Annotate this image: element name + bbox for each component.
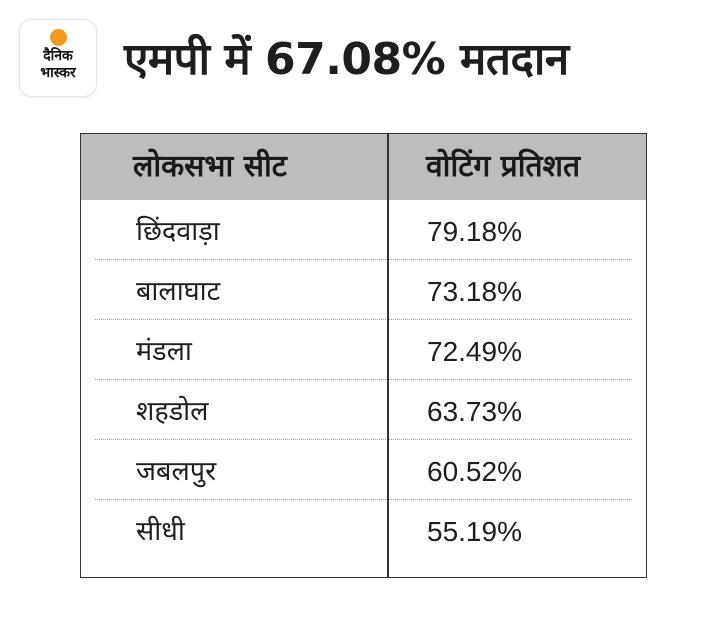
column-header-seat: लोकसभा सीट <box>133 149 287 184</box>
table-row: छिंदवाड़ा 79.18% <box>81 200 646 260</box>
seat-name: मंडला <box>136 336 192 367</box>
row-separator <box>95 499 632 500</box>
seat-name: बालाघाट <box>136 276 221 307</box>
table-header: लोकसभा सीट वोटिंग प्रतिशत <box>81 134 646 200</box>
column-divider <box>387 134 389 577</box>
voting-percent: 72.49% <box>427 336 522 367</box>
brand-logo: दैनिक भास्कर <box>20 20 96 96</box>
column-header-percent: वोटिंग प्रतिशत <box>426 149 581 184</box>
table-row: बालाघाट 73.18% <box>81 260 646 320</box>
sun-icon <box>50 29 67 46</box>
table-row: सीधी 55.19% <box>81 500 646 560</box>
row-separator <box>95 379 632 380</box>
row-separator <box>95 439 632 440</box>
seat-name: जबलपुर <box>136 456 217 487</box>
turnout-table: लोकसभा सीट वोटिंग प्रतिशत छिंदवाड़ा 79.1… <box>80 133 647 578</box>
voting-percent: 55.19% <box>427 516 522 547</box>
logo-text-line2: भास्कर <box>40 65 76 81</box>
table-row: जबलपुर 60.52% <box>81 440 646 500</box>
row-separator <box>95 319 632 320</box>
headline: एमपी में 67.08% मतदान <box>124 34 569 85</box>
voting-percent: 73.18% <box>427 276 522 307</box>
logo-text-line1: दैनिक <box>43 48 73 64</box>
seat-name: छिंदवाड़ा <box>136 216 220 247</box>
voting-percent: 79.18% <box>427 216 522 247</box>
row-separator <box>95 259 632 260</box>
voting-percent: 63.73% <box>427 396 522 427</box>
table-row: शहडोल 63.73% <box>81 380 646 440</box>
seat-name: सीधी <box>136 516 185 547</box>
table-row: मंडला 72.49% <box>81 320 646 380</box>
voting-percent: 60.52% <box>427 456 522 487</box>
seat-name: शहडोल <box>136 396 209 427</box>
